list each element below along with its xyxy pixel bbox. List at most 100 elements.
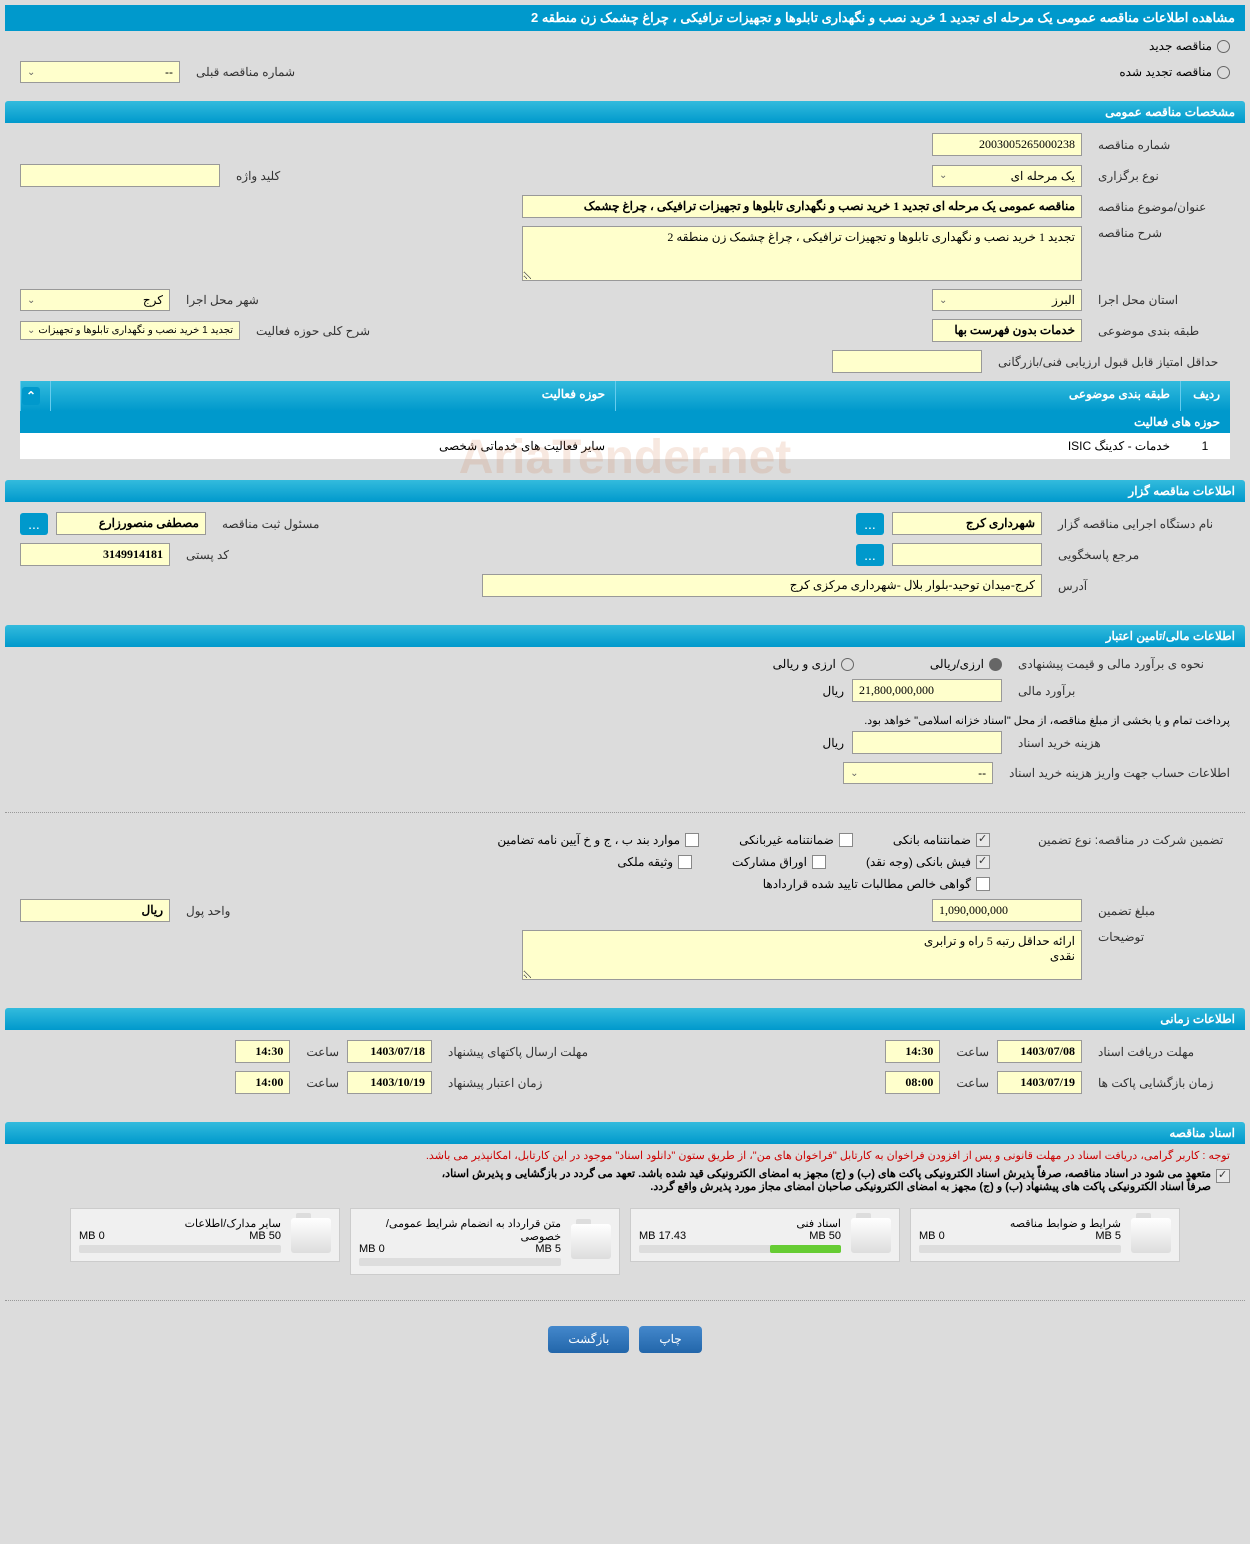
notes-label: توضیحات — [1090, 930, 1230, 944]
org-name-field[interactable] — [892, 512, 1042, 535]
submit-deadline-time[interactable] — [235, 1040, 290, 1063]
org-search-button[interactable]: ... — [856, 513, 884, 535]
desc-field[interactable]: تجدید 1 خرید نصب و نگهداری تابلوها و تجه… — [522, 226, 1082, 281]
file-box-4[interactable]: سایر مدارک/اطلاعات 50 MB0 MB — [70, 1208, 340, 1262]
tender-number-label: شماره مناقصه — [1090, 138, 1230, 152]
open-label: زمان بازگشایی پاکت ها — [1090, 1076, 1230, 1090]
chevron-down-icon: ⌄ — [27, 295, 35, 306]
registrar-field[interactable] — [56, 512, 206, 535]
section-general: مشخصات مناقصه عمومی — [5, 101, 1245, 123]
file-name: متن قرارداد به انضمام شرایط عمومی/خصوصی — [359, 1217, 561, 1243]
contact-field[interactable] — [892, 543, 1042, 566]
file-name: شرایط و ضوابط مناقصه — [919, 1217, 1121, 1230]
guarantee-type-label: تضمین شرکت در مناقصه: نوع تضمین — [1030, 833, 1230, 847]
prev-number-dropdown[interactable]: -- ⌄ — [20, 61, 180, 83]
estimate-unit: ریال — [822, 684, 844, 698]
contact-button[interactable]: ... — [856, 544, 884, 566]
doc-cost-label: هزینه خرید اسناد — [1010, 736, 1230, 750]
chk-nonbank-guarantee[interactable] — [839, 833, 853, 847]
file-box-3[interactable]: متن قرارداد به انضمام شرایط عمومی/خصوصی … — [350, 1208, 620, 1275]
collapse-icon[interactable]: ⌃ — [22, 387, 40, 405]
file-name: سایر مدارک/اطلاعات — [79, 1217, 281, 1230]
keyword-label: کلید واژه — [228, 169, 368, 183]
radio-foreign[interactable] — [841, 658, 854, 671]
submit-deadline-label: مهلت ارسال پاکتهای پیشنهاد — [440, 1045, 610, 1059]
time-label: ساعت — [948, 1045, 989, 1059]
chk-clauses[interactable] — [685, 833, 699, 847]
address-field[interactable] — [482, 574, 1042, 597]
type-dropdown[interactable]: یک مرحله ای ⌄ — [932, 165, 1082, 187]
registrar-label: مسئول ثبت مناقصه — [214, 517, 354, 531]
validity-time[interactable] — [235, 1071, 290, 1094]
chevron-down-icon: ⌄ — [939, 170, 947, 181]
city-dropdown[interactable]: کرج ⌄ — [20, 289, 170, 311]
estimate-label: برآورد مالی — [1010, 684, 1230, 698]
validity-date[interactable] — [347, 1071, 432, 1094]
postal-field[interactable] — [20, 543, 170, 566]
city-label: شهر محل اجرا — [178, 293, 318, 307]
tender-number-field[interactable] — [932, 133, 1082, 156]
province-dropdown[interactable]: البرز ⌄ — [932, 289, 1082, 311]
currency-label: واحد پول — [178, 904, 318, 918]
radio-new[interactable] — [1217, 40, 1230, 53]
folder-icon — [851, 1218, 891, 1253]
docs-note-2: صرفاً اسناد الکترونیکی پاکت های پیشنهاد … — [442, 1180, 1211, 1193]
chk-property[interactable] — [678, 855, 692, 869]
chk-bonds[interactable] — [812, 855, 826, 869]
chevron-down-icon: ⌄ — [939, 295, 947, 306]
min-score-field[interactable] — [832, 350, 982, 373]
doc-deadline-date[interactable] — [997, 1040, 1082, 1063]
payment-note: پرداخت تمام و یا بخشی از مبلغ مناقصه، از… — [20, 710, 1230, 731]
activity-scope-dropdown[interactable]: تجدید 1 خرید نصب و نگهداری تابلوها و تجه… — [20, 321, 240, 340]
doc-cost-unit: ریال — [822, 736, 844, 750]
back-button[interactable]: بازگشت — [548, 1326, 629, 1353]
chk-contracts[interactable] — [976, 877, 990, 891]
radio-rial[interactable] — [989, 658, 1002, 671]
estimate-field[interactable] — [852, 679, 1002, 702]
guarantee-amount-label: مبلغ تضمین — [1090, 904, 1230, 918]
province-label: استان محل اجرا — [1090, 293, 1230, 307]
folder-icon — [1131, 1218, 1171, 1253]
chevron-down-icon: ⌄ — [27, 67, 35, 78]
notes-field[interactable]: ارائه حداقل رتبه 5 راه و ترابری نقدی — [522, 930, 1082, 980]
chk-commitment[interactable] — [1216, 1169, 1230, 1183]
chevron-down-icon: ⌄ — [27, 325, 35, 336]
doc-deadline-time[interactable] — [885, 1040, 940, 1063]
currency-field[interactable] — [20, 899, 170, 922]
section-docs: اسناد مناقصه — [5, 1122, 1245, 1144]
postal-label: کد پستی — [178, 548, 318, 562]
org-name-label: نام دستگاه اجرایی مناقصه گزار — [1050, 517, 1230, 531]
submit-deadline-date[interactable] — [347, 1040, 432, 1063]
file-box-1[interactable]: شرایط و ضوابط مناقصه 5 MB0 MB — [910, 1208, 1180, 1262]
subject-field[interactable] — [522, 195, 1082, 218]
folder-icon — [291, 1218, 331, 1253]
open-date[interactable] — [997, 1071, 1082, 1094]
open-time[interactable] — [885, 1071, 940, 1094]
keyword-field[interactable] — [20, 164, 220, 187]
docs-note-1: متعهد می شود در اسناد مناقصه، صرفاً پذیر… — [442, 1167, 1211, 1180]
col-activity: حوزه فعالیت — [50, 381, 615, 411]
guarantee-amount-field[interactable] — [932, 899, 1082, 922]
radio-renewed[interactable] — [1217, 66, 1230, 79]
radio-new-label: مناقصه جدید — [1149, 39, 1212, 53]
account-dropdown[interactable]: -- ⌄ — [843, 762, 993, 784]
category-field[interactable] — [932, 319, 1082, 342]
chk-bank-guarantee[interactable] — [976, 833, 990, 847]
registrar-button[interactable]: ... — [20, 513, 48, 535]
print-button[interactable]: چاپ — [639, 1326, 701, 1353]
category-label: طبقه بندی موضوعی — [1090, 324, 1230, 338]
activity-scope-label: شرح کلی حوزه فعالیت — [248, 324, 388, 338]
folder-icon — [571, 1224, 611, 1259]
desc-label: شرح مناقصه — [1090, 226, 1230, 240]
contact-label: مرجع پاسخگویی — [1050, 548, 1230, 562]
radio-rial-label: ارزی/ریالی — [930, 657, 984, 671]
subject-label: عنوان/موضوع مناقصه — [1090, 200, 1230, 214]
doc-cost-field[interactable] — [852, 731, 1002, 754]
section-timing: اطلاعات زمانی — [5, 1008, 1245, 1030]
file-box-2[interactable]: اسناد فنی 50 MB17.43 MB — [630, 1208, 900, 1262]
chk-bank-receipt[interactable] — [976, 855, 990, 869]
doc-deadline-label: مهلت دریافت اسناد — [1090, 1045, 1230, 1059]
estimate-method-label: نحوه ی برآورد مالی و قیمت پیشنهادی — [1010, 657, 1230, 671]
radio-foreign-label: ارزی و ریالی — [773, 657, 836, 671]
type-label: نوع برگزاری — [1090, 169, 1230, 183]
